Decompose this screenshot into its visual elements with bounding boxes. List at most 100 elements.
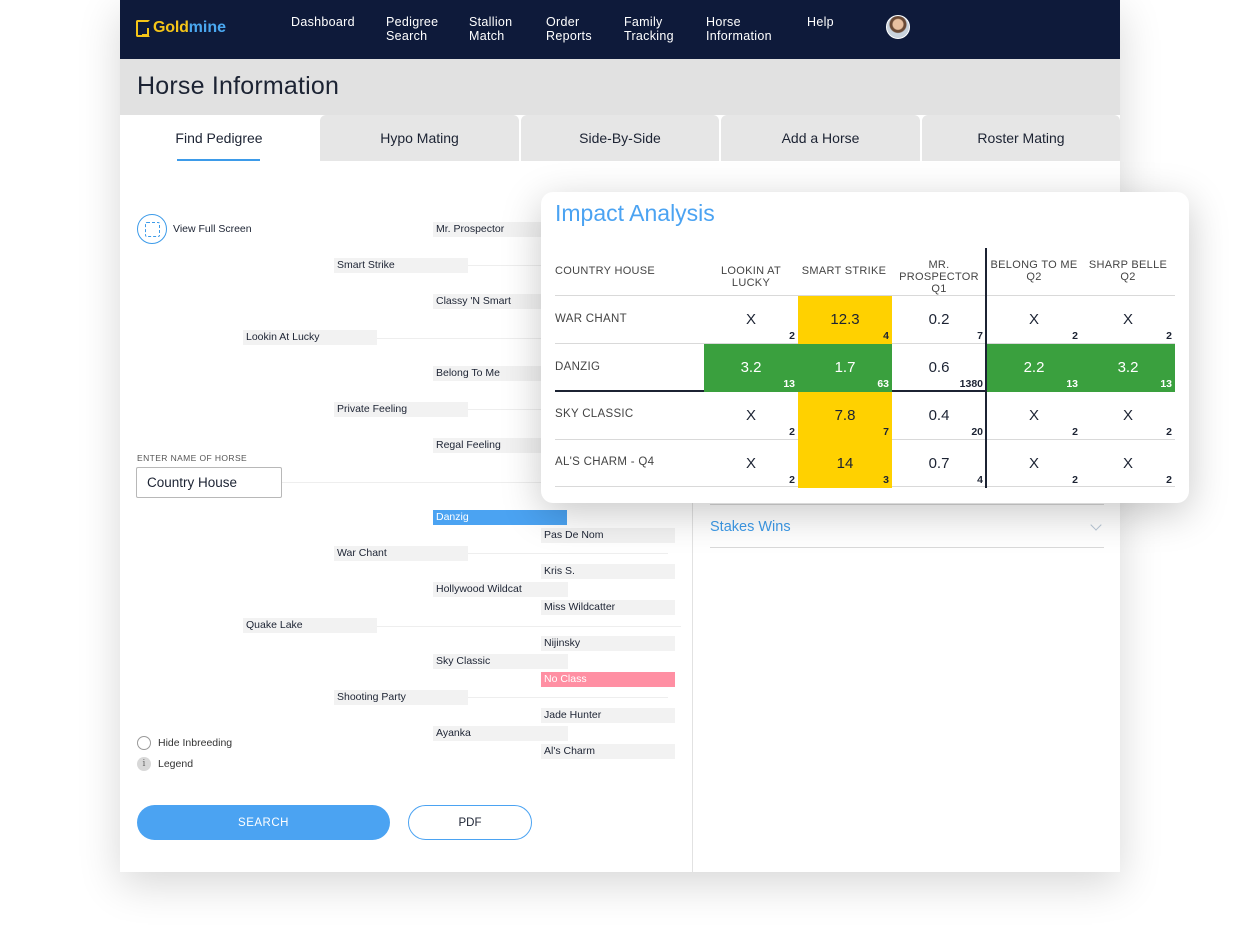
nav-order-reports[interactable]: Order Reports [546,15,592,43]
impact-cell[interactable]: 7.8 7 [798,392,892,440]
search-button[interactable]: SEARCH [137,805,390,840]
impact-cell[interactable]: 2.2 13 [987,344,1081,392]
cell-value: 3.2 [1117,359,1139,376]
pedigree-node[interactable]: Private Feeling [334,402,468,417]
cell-count: 2 [1166,426,1172,438]
pedigree-node[interactable]: Miss Wildcatter [541,600,675,615]
row-label: AL'S CHARM - Q4 [555,456,655,468]
user-avatar[interactable] [886,15,910,39]
cell-value: 3.2 [740,359,762,376]
nav-label: Family [624,15,663,29]
row-label: SKY CLASSIC [555,408,634,420]
view-full-screen-link[interactable]: View Full Screen [173,223,252,235]
pedigree-node[interactable]: Al's Charm [541,744,675,759]
cell-count: 2 [789,426,795,438]
pedigree-node[interactable]: Smart Strike [334,258,468,273]
impact-cell[interactable]: 0.2 7 [892,296,986,344]
nav-family-tracking[interactable]: Family Tracking [624,15,674,43]
info-icon[interactable]: i [137,757,151,771]
cell-count: 2 [1166,330,1172,342]
impact-cell[interactable]: 1.7 63 [798,344,892,392]
pedigree-node[interactable]: Pas De Nom [541,528,675,543]
cell-count: 13 [1160,378,1172,390]
pdf-button[interactable]: PDF [408,805,532,840]
impact-analysis-title: Impact Analysis [555,200,715,226]
pedigree-node[interactable]: Lookin At Lucky [243,330,377,345]
goldmine-logo[interactable]: Gold mine [136,17,226,39]
tab-hypo-mating[interactable]: Hypo Mating [320,115,519,161]
column-header-line: BELONG TO ME [990,259,1078,271]
pedigree-node[interactable]: Ayanka [433,726,568,741]
pedigree-node[interactable]: Regal Feeling [433,438,568,453]
legend-label[interactable]: Legend [158,758,194,770]
tab-roster-mating[interactable]: Roster Mating [922,115,1120,161]
column-header: SHARP BELLE Q2 [1081,259,1175,283]
tab-label: Side-By-Side [579,130,661,146]
tree-connector [468,553,668,554]
nav-stallion-match[interactable]: Stallion Match [469,15,512,43]
nav-pedigree-search[interactable]: Pedigree Search [386,15,438,43]
pedigree-node[interactable]: Quake Lake [243,618,377,633]
pedigree-node[interactable]: Nijinsky [541,636,675,651]
row-divider [555,295,1175,296]
horse-name-input[interactable] [136,467,282,498]
pedigree-node[interactable]: Hollywood Wildcat [433,582,568,597]
tree-connector [376,626,681,627]
nav-label: Search [386,29,428,43]
nav-help[interactable]: Help [807,15,834,29]
impact-cell[interactable]: 3.2 13 [1081,344,1175,392]
nav-label: Dashboard [291,15,355,29]
stakes-wins-accordion[interactable]: Stakes Wins [710,510,1104,548]
pedigree-node[interactable]: War Chant [334,546,468,561]
impact-cell[interactable]: 3.2 13 [704,344,798,392]
tab-add-a-horse[interactable]: Add a Horse [721,115,920,161]
nav-label: Tracking [624,29,674,43]
pedigree-node-selected[interactable]: Danzig [433,510,567,525]
cell-count: 2 [1072,330,1078,342]
cell-count: 7 [883,426,889,438]
impact-cell[interactable]: 12.3 4 [798,296,892,344]
column-header-line: SHARP BELLE [1088,259,1168,271]
cell-count: 3 [883,474,889,486]
section-divider [710,504,1104,505]
cell-value: 14 [836,455,854,472]
nav-label: Match [469,29,505,43]
pedigree-node[interactable]: Mr. Prospector [433,222,568,237]
nav-horse-information[interactable]: Horse Information [706,15,772,43]
tab-find-pedigree[interactable]: Find Pedigree [120,115,318,161]
hide-inbreeding-radio[interactable] [137,736,151,750]
tab-side-by-side[interactable]: Side-By-Side [521,115,719,161]
nav-dashboard[interactable]: Dashboard [291,15,355,29]
pedigree-node-no-class[interactable]: No Class [541,672,675,687]
cell-count: 13 [1066,378,1078,390]
pedigree-node[interactable]: Shooting Party [334,690,468,705]
pedigree-node[interactable]: Kris S. [541,564,675,579]
hide-inbreeding-label[interactable]: Hide Inbreeding [158,737,233,749]
pedigree-node[interactable]: Classy 'N Smart [433,294,568,309]
pedigree-node[interactable]: Sky Classic [433,654,568,669]
nav-label: Horse [706,15,741,29]
impact-cell[interactable]: 14 3 [798,440,892,488]
column-header-line: LOOKIN AT LUCKY [721,265,781,289]
column-header-line: MR. PROSPECTOR [899,259,979,283]
pedigree-node[interactable]: Belong To Me [433,366,568,381]
corner-header: COUNTRY HOUSE [555,265,656,277]
fullscreen-icon[interactable] [137,214,167,244]
cell-value: 7.8 [834,407,856,424]
pedigree-node[interactable]: Jade Hunter [541,708,675,723]
impact-cell[interactable]: 0.6 1380 [892,344,986,392]
cell-value: 0.6 [928,359,950,376]
horse-name-label: ENTER NAME OF HORSE [137,453,248,463]
impact-cell[interactable]: 0.4 20 [892,392,986,440]
cell-value: X [1028,455,1039,472]
impact-cell[interactable]: 0.7 4 [892,440,986,488]
